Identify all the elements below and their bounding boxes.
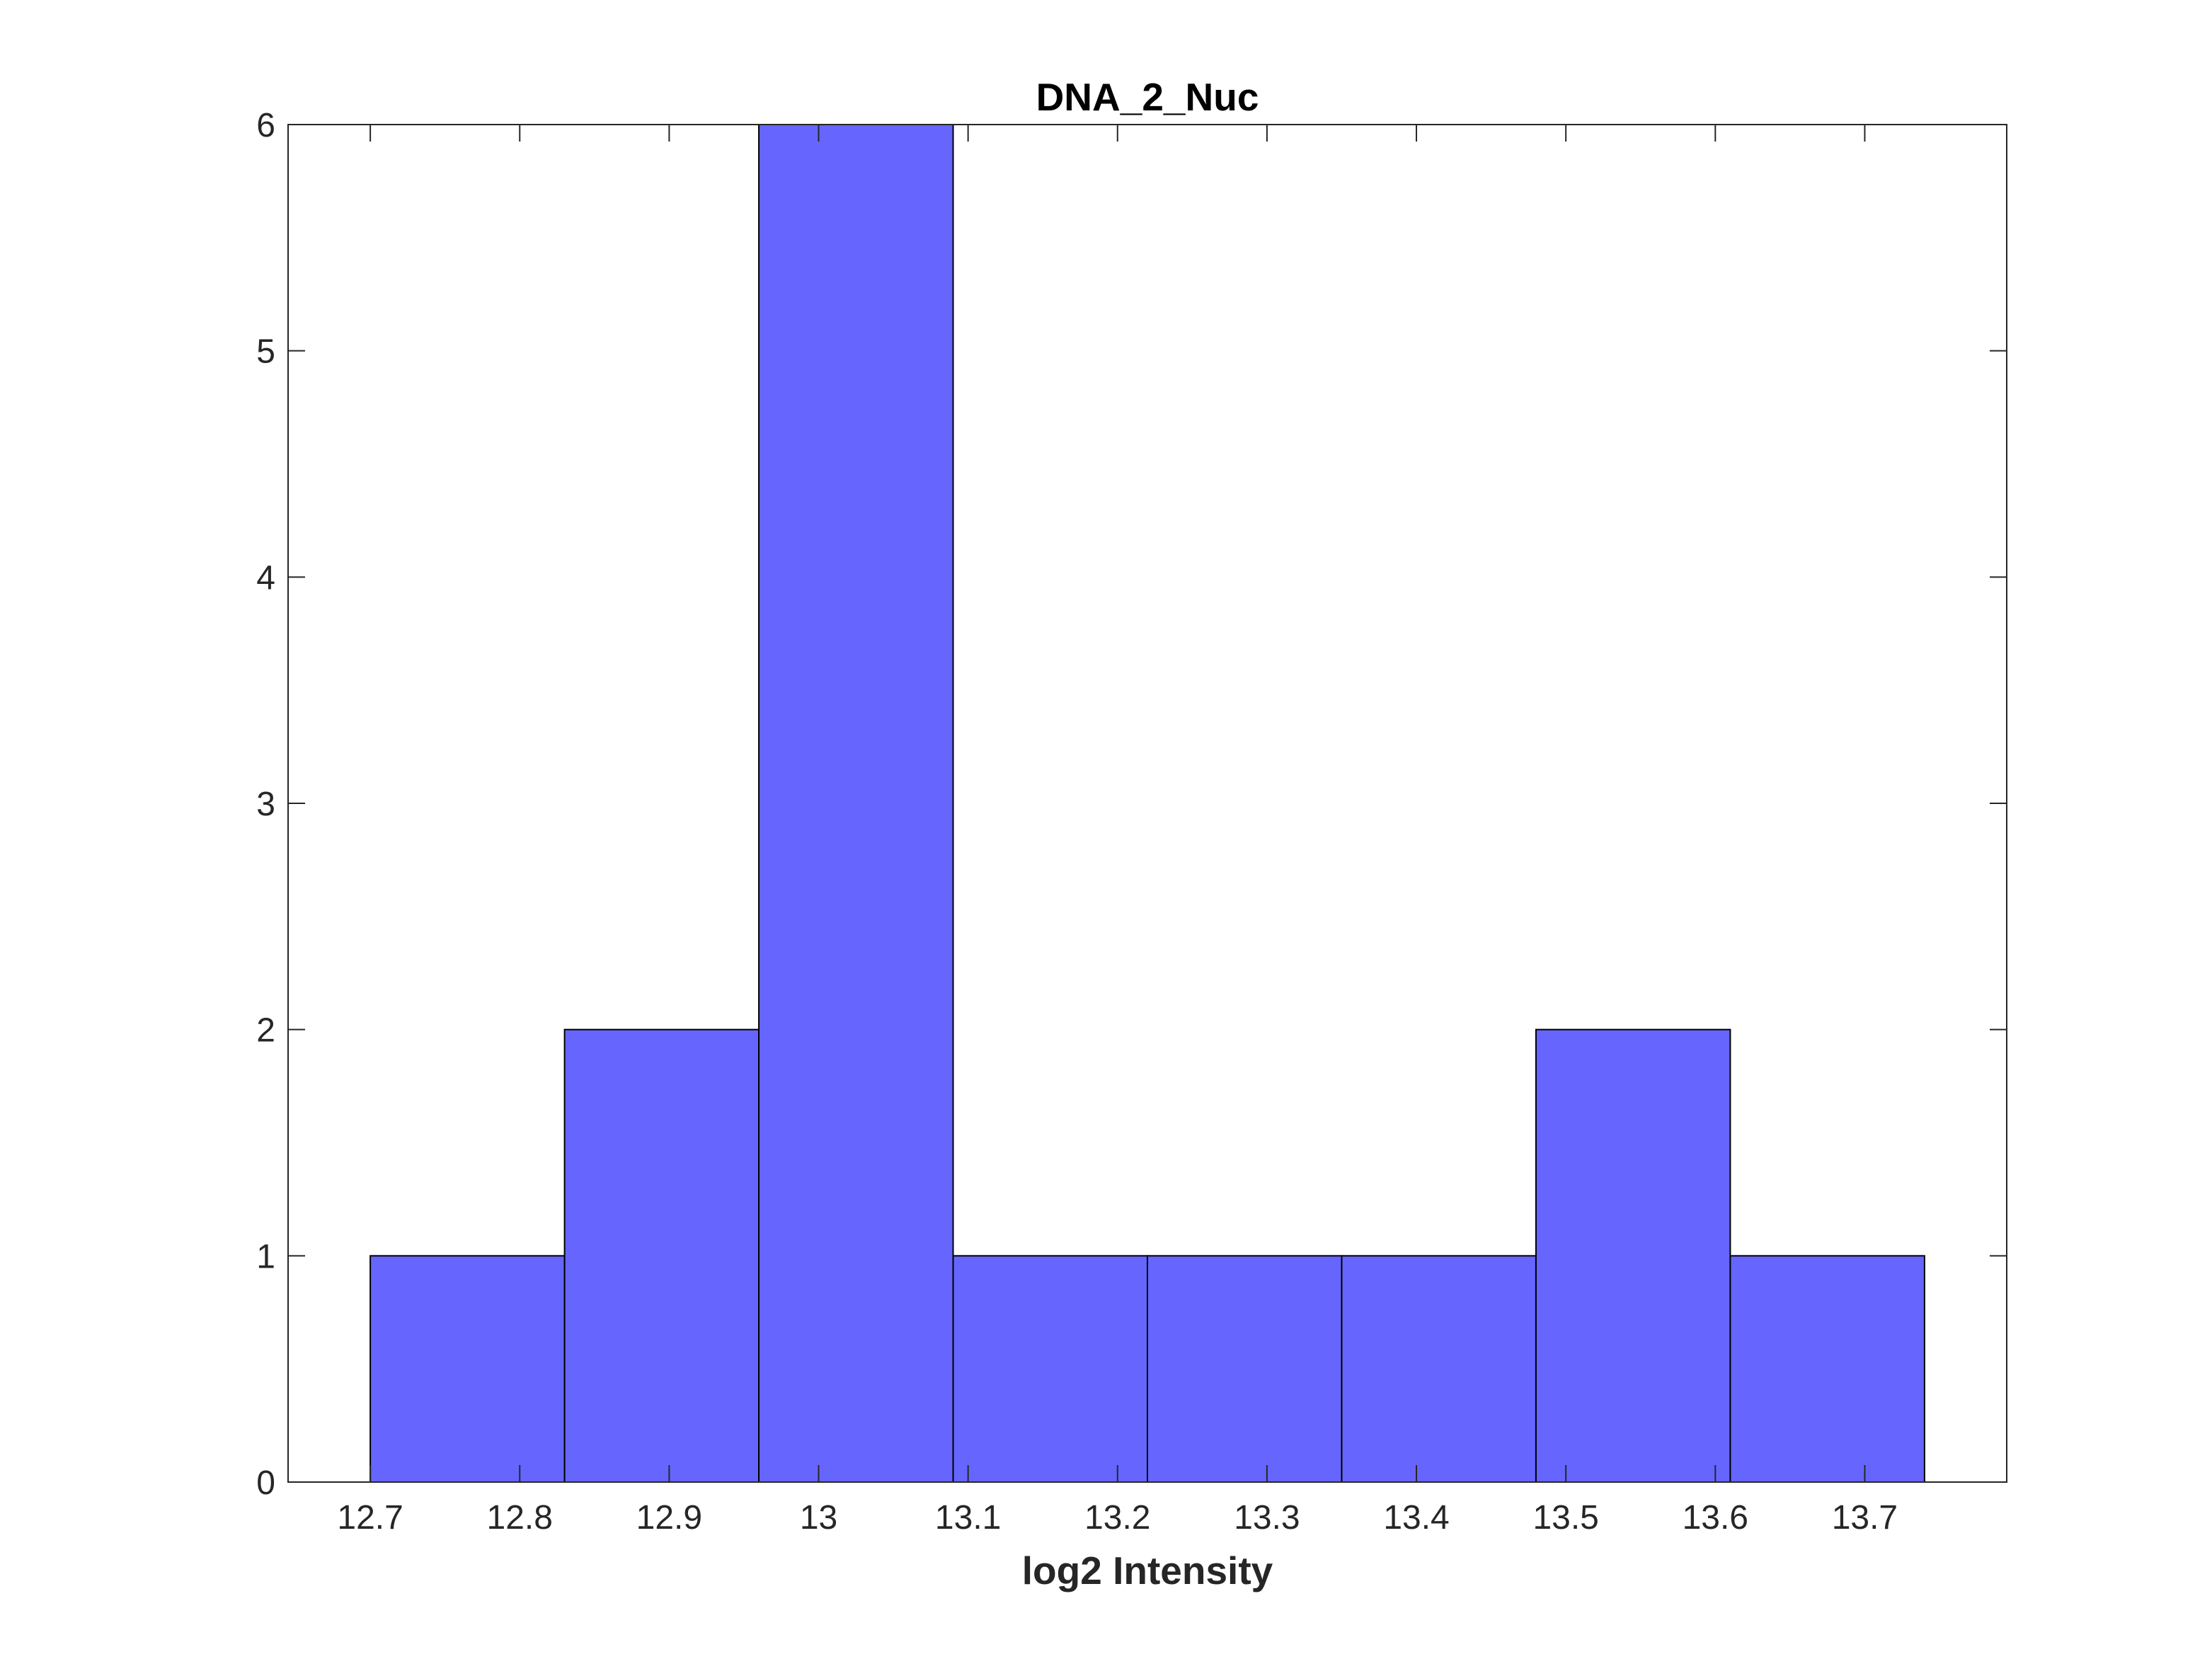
bars-group [369, 124, 1925, 1483]
histogram-bar [563, 1028, 760, 1483]
x-tick-label: 13.5 [1532, 1499, 1598, 1537]
x-tick-label: 13.6 [1683, 1499, 1748, 1537]
histogram-bar [1341, 1255, 1537, 1483]
tick-labels-group: 12.7 12.8 12.9 13 13.1 13.2 13.3 13.4 13.5 13.6 13… [256, 107, 1898, 1537]
histogram-bar [952, 1255, 1148, 1483]
histogram-bar [369, 1255, 566, 1483]
x-tick-label: 13.1 [935, 1499, 1001, 1537]
x-tick-label: 12.8 [487, 1499, 553, 1537]
chart-title: DNA_2_Nuc [1036, 75, 1259, 119]
y-tick-label: 4 [256, 559, 275, 597]
histogram-bar [1147, 1255, 1343, 1483]
x-axis-label: log2 Intensity [1022, 1549, 1273, 1592]
y-tick-label: 2 [256, 1012, 275, 1050]
y-tick-label: 3 [256, 786, 275, 823]
x-tick-label: 13.3 [1234, 1499, 1300, 1537]
x-tick-label: 12.9 [636, 1499, 702, 1537]
y-tick-label: 0 [256, 1464, 275, 1502]
axes-box [287, 124, 2007, 1483]
y-tick-label: 5 [256, 333, 275, 371]
x-tick-label: 13.4 [1383, 1499, 1449, 1537]
histogram-bar [1535, 1028, 1731, 1483]
y-tick-label: 6 [256, 107, 275, 144]
x-tick-label: 13.7 [1832, 1499, 1898, 1537]
histogram-bar [758, 124, 954, 1483]
x-tick-label: 13 [800, 1499, 837, 1537]
histogram-bar [1729, 1255, 1925, 1483]
y-tick-label: 1 [256, 1238, 275, 1275]
x-tick-label: 13.2 [1084, 1499, 1150, 1537]
x-tick-label: 12.7 [337, 1499, 403, 1537]
